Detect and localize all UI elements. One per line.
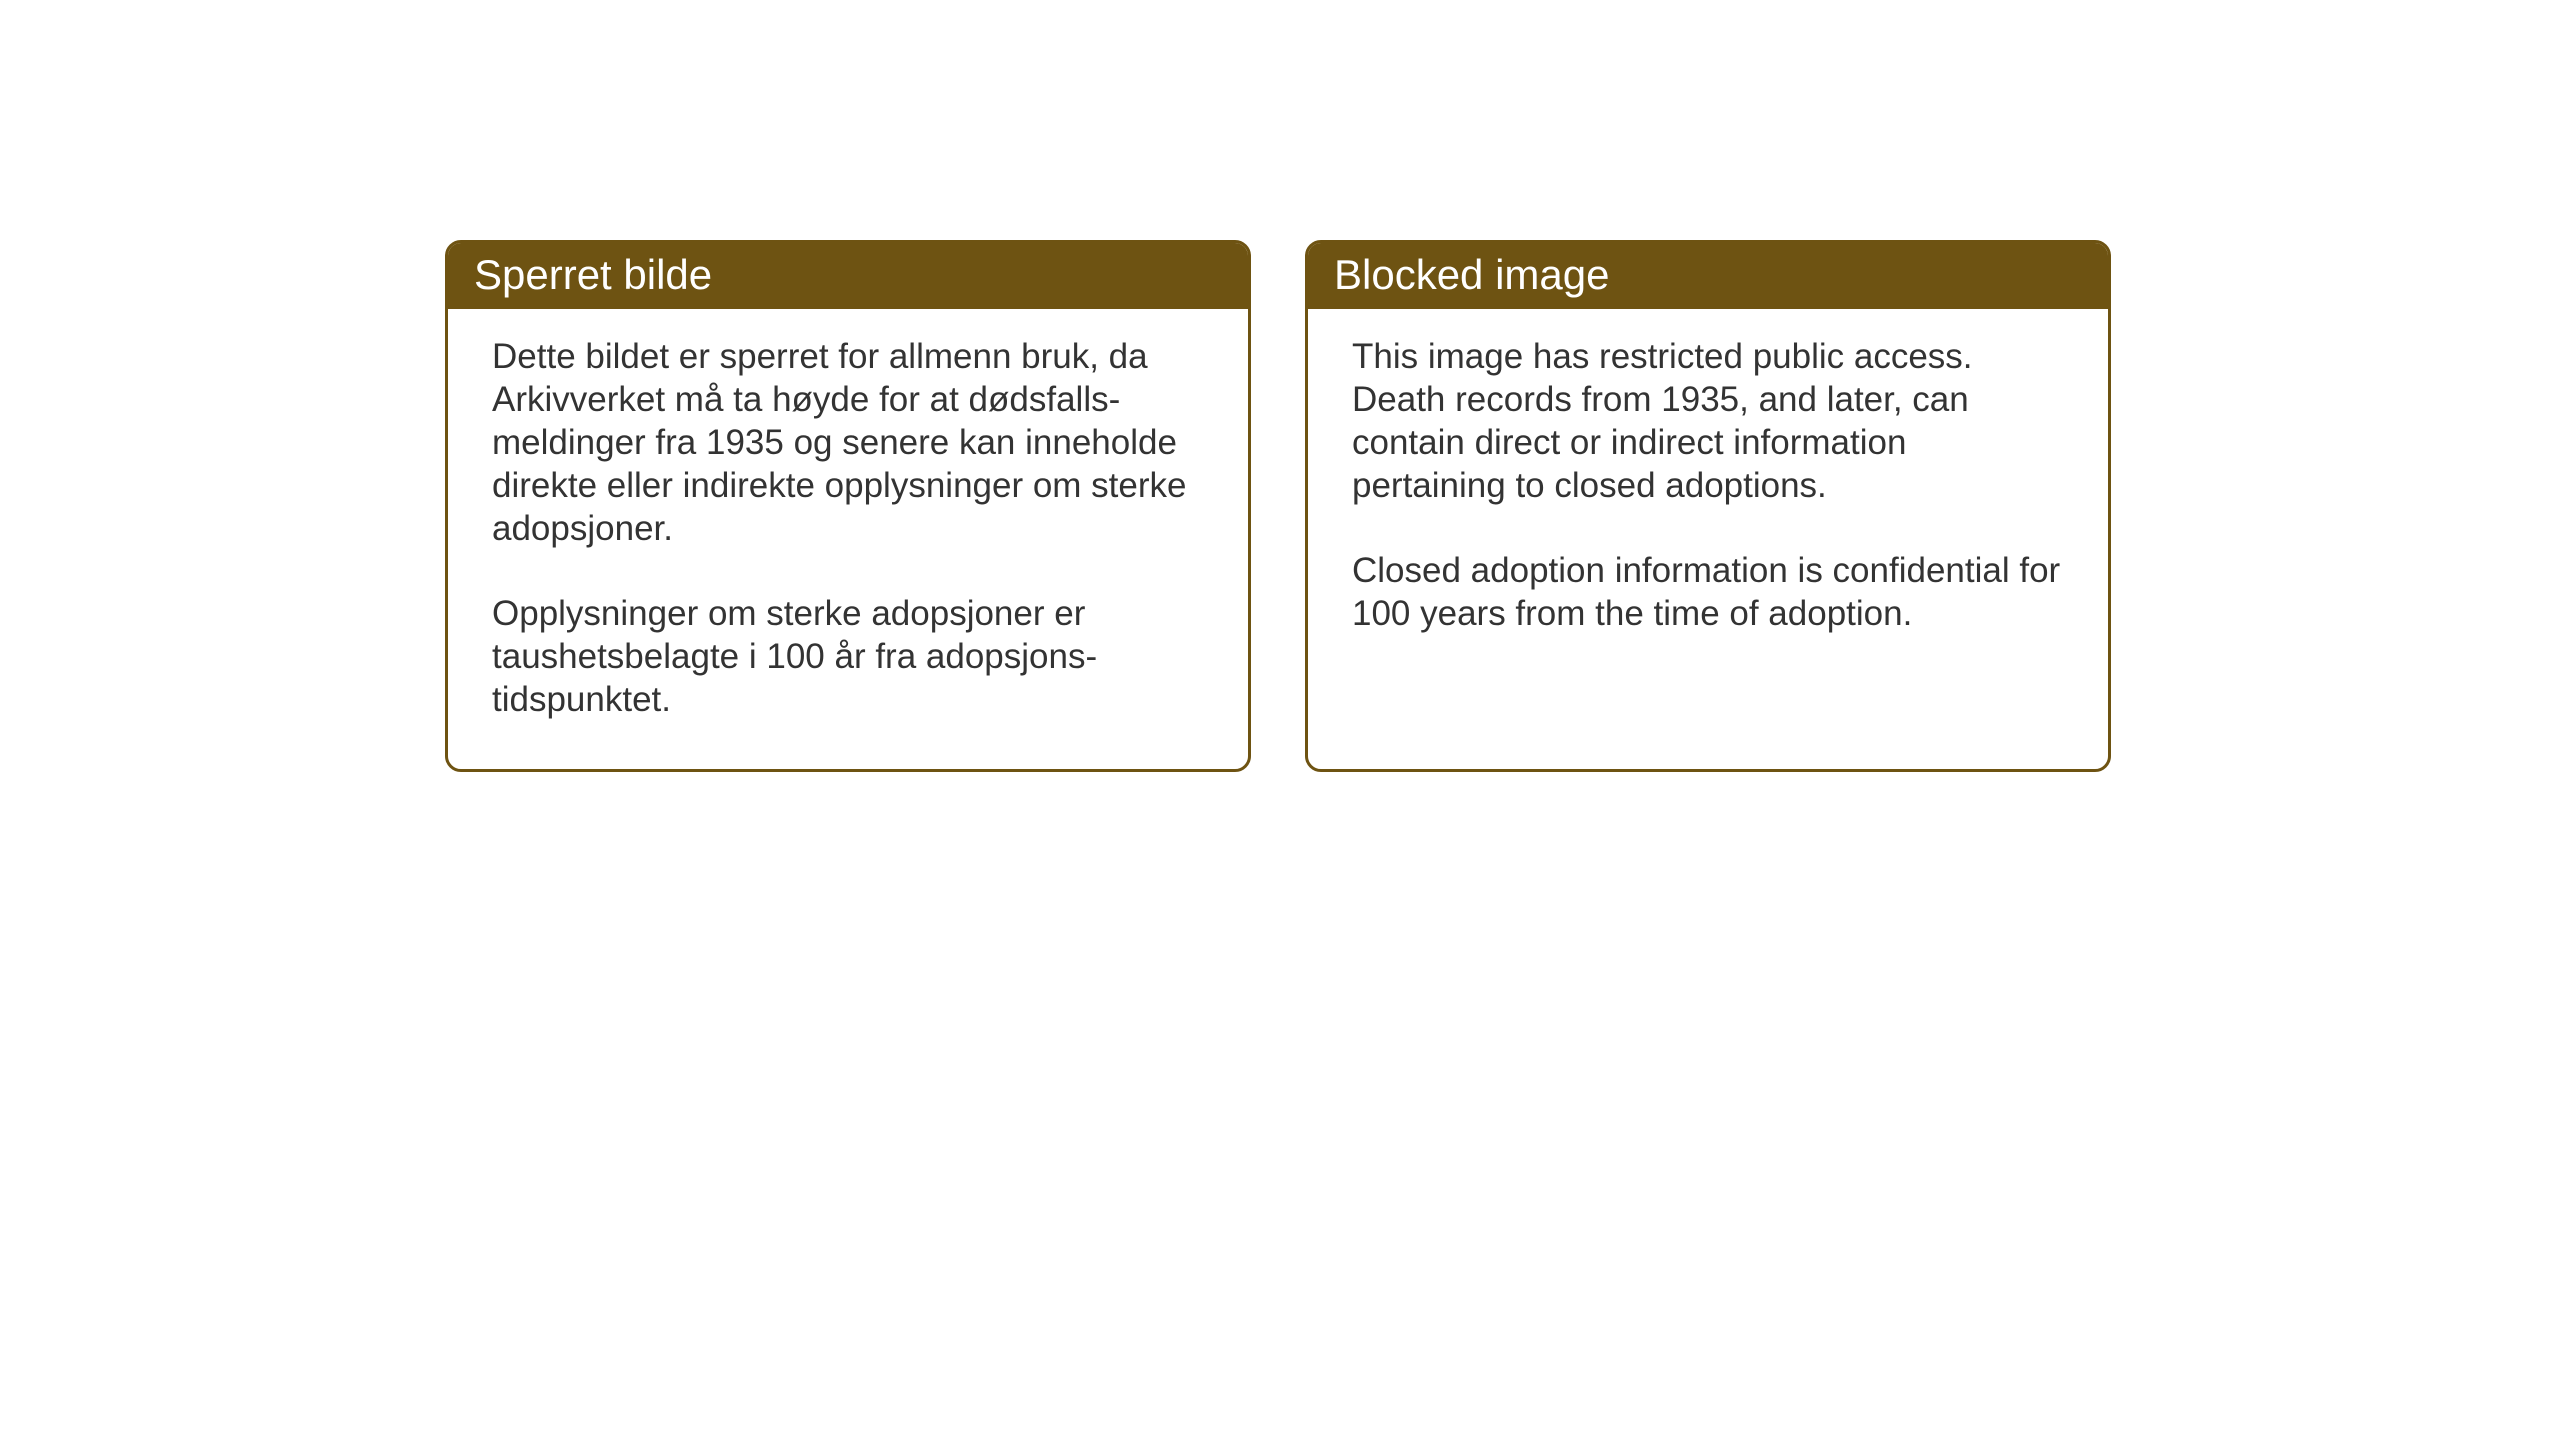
- card-norwegian-body: Dette bildet er sperret for allmenn bruk…: [448, 309, 1248, 769]
- card-english-paragraph-1: This image has restricted public access.…: [1352, 335, 2064, 507]
- cards-container: Sperret bilde Dette bildet er sperret fo…: [445, 240, 2111, 772]
- card-english-paragraph-2: Closed adoption information is confident…: [1352, 549, 2064, 635]
- card-english-body: This image has restricted public access.…: [1308, 309, 2108, 683]
- card-english-title: Blocked image: [1334, 251, 1609, 298]
- card-norwegian-paragraph-2: Opplysninger om sterke adopsjoner er tau…: [492, 592, 1204, 721]
- card-norwegian: Sperret bilde Dette bildet er sperret fo…: [445, 240, 1251, 772]
- card-norwegian-header: Sperret bilde: [448, 243, 1248, 309]
- card-norwegian-paragraph-1: Dette bildet er sperret for allmenn bruk…: [492, 335, 1204, 550]
- card-english: Blocked image This image has restricted …: [1305, 240, 2111, 772]
- card-english-header: Blocked image: [1308, 243, 2108, 309]
- card-norwegian-title: Sperret bilde: [474, 251, 712, 298]
